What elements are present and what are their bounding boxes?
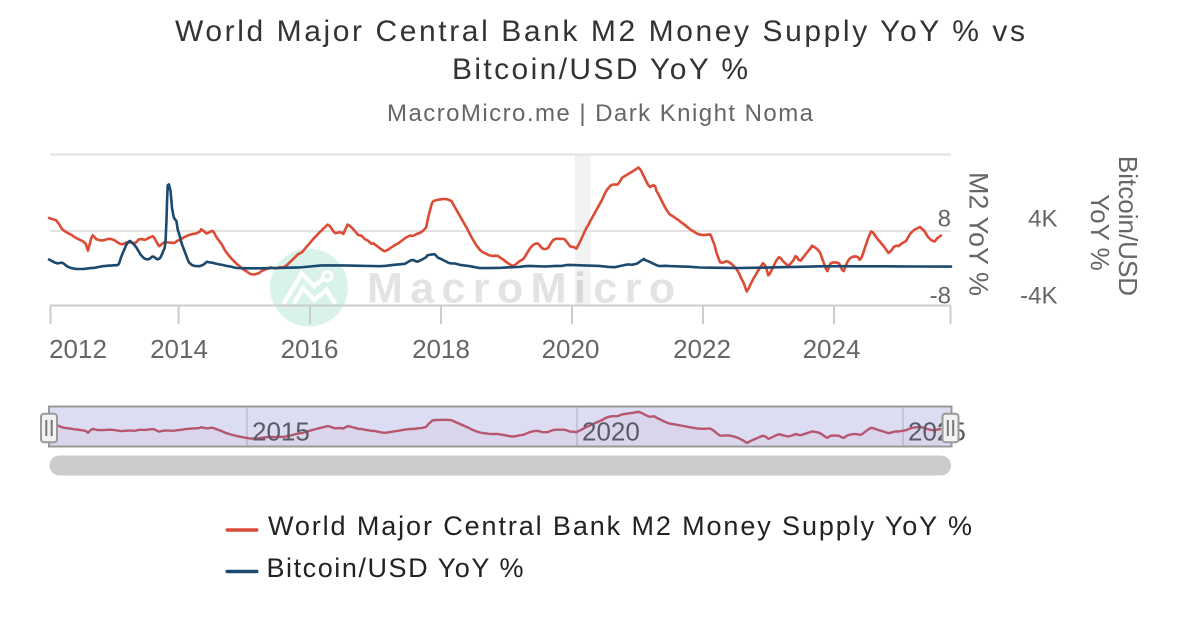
svg-text:4K: 4K — [1028, 205, 1057, 232]
svg-text:M2 YoY %: M2 YoY % — [964, 172, 994, 296]
svg-text:2018: 2018 — [412, 334, 470, 364]
svg-text:2020: 2020 — [542, 334, 600, 364]
svg-text:2014: 2014 — [150, 334, 208, 364]
svg-text:-4K: -4K — [1020, 283, 1057, 310]
svg-text:2020: 2020 — [582, 417, 640, 447]
svg-text:MacroMicro.me | Dark Knight No: MacroMicro.me | Dark Knight Noma — [387, 100, 814, 127]
svg-text:2016: 2016 — [281, 334, 339, 364]
svg-text:YoY %: YoY % — [1085, 194, 1115, 271]
svg-text:Bitcoin/USD YoY %: Bitcoin/USD YoY % — [267, 553, 524, 583]
svg-text:Bitcoin/USD YoY %: Bitcoin/USD YoY % — [452, 53, 748, 86]
svg-text:Bitcoin/USD: Bitcoin/USD — [1113, 156, 1143, 296]
svg-text:World Major Central Bank M2 Mo: World Major Central Bank M2 Money Supply… — [175, 15, 1025, 48]
svg-text:2012: 2012 — [49, 334, 107, 364]
svg-text:2015: 2015 — [252, 417, 310, 447]
svg-text:8: 8 — [938, 205, 951, 232]
svg-text:2022: 2022 — [673, 334, 731, 364]
svg-text:World Major Central Bank M2 Mo: World Major Central Bank M2 Money Supply… — [268, 511, 972, 541]
svg-text:-8: -8 — [930, 283, 951, 310]
svg-text:2024: 2024 — [803, 334, 861, 364]
